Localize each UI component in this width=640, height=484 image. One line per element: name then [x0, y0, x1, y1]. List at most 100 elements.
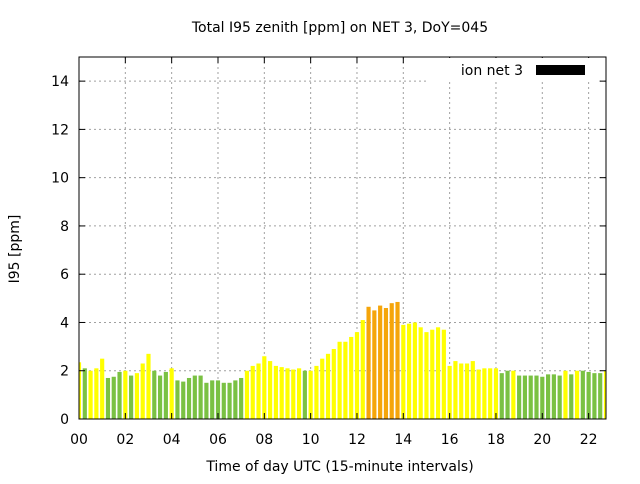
bar — [169, 368, 174, 419]
bar — [129, 375, 134, 419]
bar — [296, 368, 302, 419]
bar — [598, 373, 603, 419]
bar — [401, 324, 406, 419]
bar — [146, 353, 151, 419]
bar — [424, 332, 429, 419]
bar — [569, 374, 574, 419]
bar — [360, 320, 365, 419]
bar — [215, 380, 221, 419]
bar — [79, 362, 82, 419]
x-tick-label: 12 — [348, 432, 366, 448]
bar — [111, 376, 116, 419]
bar — [82, 368, 87, 419]
bar — [227, 382, 232, 419]
bar — [435, 327, 441, 419]
bar — [603, 370, 606, 419]
bar — [563, 370, 568, 419]
bar — [557, 375, 562, 419]
x-tick-label: 20 — [533, 432, 551, 448]
bar — [540, 376, 545, 419]
bar — [204, 382, 209, 419]
bar — [117, 371, 122, 419]
bar — [123, 370, 128, 419]
bar — [354, 332, 360, 419]
x-tick-label: 18 — [487, 432, 505, 448]
bar — [418, 327, 423, 419]
bar — [459, 363, 464, 419]
bar — [366, 306, 371, 419]
bar — [331, 349, 336, 419]
bar — [105, 377, 111, 419]
bar — [250, 365, 255, 419]
bar — [239, 377, 244, 419]
bar — [175, 380, 180, 419]
bar — [140, 363, 145, 419]
x-tick-label: 06 — [209, 432, 227, 448]
bar — [302, 370, 307, 419]
bar — [308, 370, 313, 419]
bar — [453, 361, 458, 419]
bar — [181, 381, 186, 419]
bar — [407, 323, 412, 419]
bar — [528, 375, 533, 419]
chart-title: Total I95 zenith [ppm] on NET 3, DoY=045 — [191, 20, 488, 36]
x-tick-label: 10 — [302, 432, 320, 448]
bar — [325, 353, 331, 419]
bar — [273, 365, 278, 419]
x-tick-label: 22 — [580, 432, 598, 448]
y-tick-label: 2 — [60, 364, 69, 380]
bar — [447, 365, 452, 419]
y-tick-label: 14 — [51, 74, 69, 90]
x-axis-label: Time of day UTC (15-minute intervals) — [205, 459, 473, 475]
bar — [279, 367, 284, 419]
y-tick-label: 10 — [51, 171, 69, 187]
bar — [383, 307, 389, 419]
y-tick-label: 8 — [60, 219, 69, 235]
x-tick-label: 02 — [116, 432, 134, 448]
bar — [574, 370, 580, 419]
x-tick-label: 04 — [163, 432, 181, 448]
x-tick-label: 08 — [255, 432, 273, 448]
bar — [389, 303, 394, 419]
bar — [233, 380, 238, 419]
bar — [430, 329, 435, 419]
bar — [157, 375, 163, 419]
x-tick-label: 00 — [70, 432, 88, 448]
bar — [314, 365, 319, 419]
y-tick-label: 0 — [60, 412, 69, 428]
bar — [163, 371, 168, 419]
bar — [412, 322, 417, 419]
bar — [100, 358, 105, 419]
bar — [546, 374, 551, 419]
bar — [551, 374, 556, 419]
bar — [499, 373, 504, 419]
bar — [505, 370, 510, 419]
bar — [343, 341, 348, 419]
bar — [534, 375, 539, 419]
bar — [511, 370, 516, 419]
legend: ion net 3 — [428, 58, 598, 82]
y-tick-label: 6 — [60, 267, 69, 283]
bar — [291, 369, 296, 419]
y-axis-label: I95 [ppm] — [7, 215, 23, 284]
bar — [244, 370, 250, 419]
legend-swatch — [536, 65, 585, 75]
bar — [517, 375, 522, 419]
bar — [493, 368, 499, 419]
bar — [441, 329, 446, 419]
bar — [395, 301, 400, 419]
bar — [592, 373, 597, 419]
bar — [372, 310, 377, 419]
bar — [476, 369, 481, 419]
bar — [349, 336, 354, 419]
bar — [94, 368, 99, 419]
bar — [470, 361, 475, 419]
bar — [378, 305, 383, 419]
bar — [256, 363, 261, 419]
bar — [522, 375, 528, 419]
grid-lines — [79, 57, 606, 419]
x-tick-label: 14 — [394, 432, 412, 448]
bar — [586, 371, 591, 419]
